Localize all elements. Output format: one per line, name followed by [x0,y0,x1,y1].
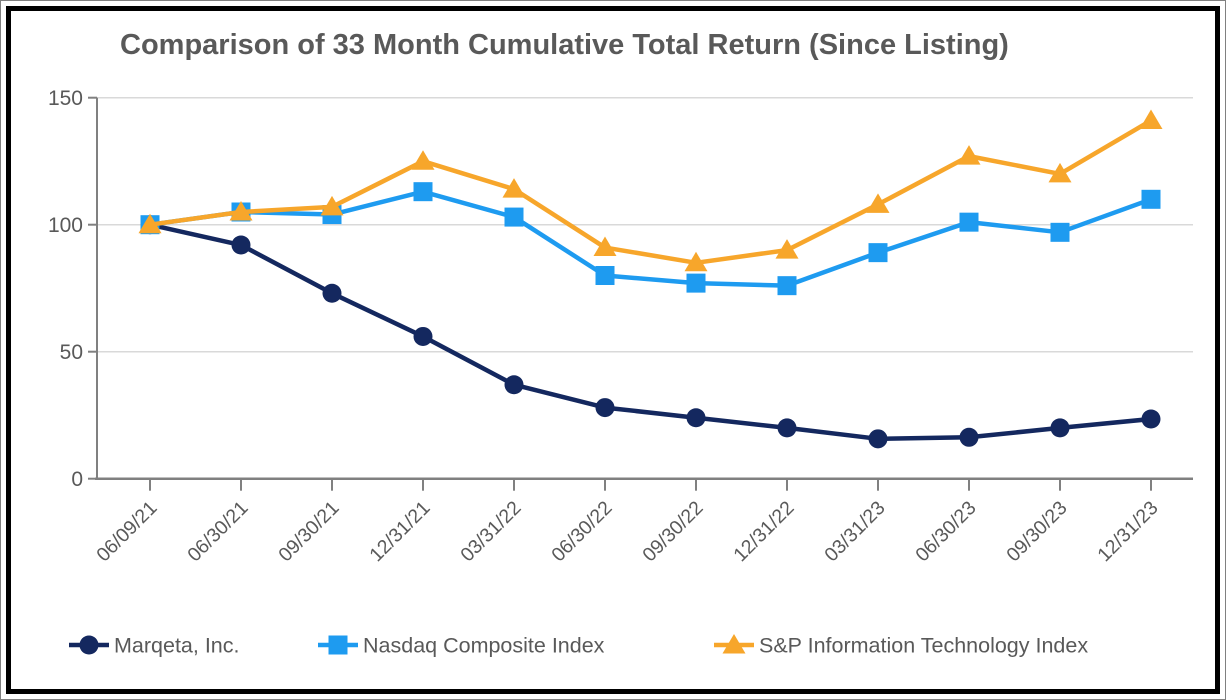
series-marqeta-inc [140,215,1161,449]
s-p-information-technology-index-point-5 [593,236,617,257]
x-tick-label: 09/30/23 [1002,497,1071,566]
s-p-information-technology-index-point-0 [138,213,162,234]
marqeta-inc-point-8 [868,429,888,449]
marqeta-inc-point-6 [686,408,706,428]
x-tick-label: 06/30/22 [547,497,616,566]
nasdaq-composite-index-point-4 [504,207,524,227]
marqeta-inc-point-9 [959,427,979,447]
s-p-information-technology-index-point-7 [775,239,799,259]
x-tick-label: 12/31/22 [729,497,798,566]
nasdaq-composite-index-point-9 [959,212,979,232]
s-p-information-technology-index-point-11 [1139,109,1163,130]
x-tick-label: 06/30/23 [911,497,980,566]
marqeta-inc-point-4 [504,375,524,395]
legend-item-s-p-information-technology-index: S&P Information Technology Index [714,634,1088,658]
triangle-marker-icon [722,634,746,654]
x-tick-label: 03/31/22 [456,497,525,566]
marqeta-inc-point-11 [1141,409,1161,429]
nasdaq-composite-index-point-7 [777,276,797,296]
nasdaq-composite-index-point-3 [413,182,433,202]
nasdaq-composite-index-point-6 [686,273,706,293]
chart-title: Comparison of 33 Month Cumulative Total … [120,29,1009,61]
series-line-nasdaq-composite-index [147,189,1154,288]
series-nasdaq-composite-index [140,182,1161,296]
x-tick-label: 09/30/21 [274,497,343,566]
marqeta-inc-point-7 [777,418,797,438]
s-p-information-technology-index-point-1 [229,201,253,221]
marqeta-inc-point-2 [322,283,342,303]
x-tick-label: 12/31/21 [365,497,434,566]
circle-marker-icon [79,635,99,655]
y-tick-label: 150 [48,87,83,110]
series-s-p-information-technology-index [138,109,1163,272]
legend-item-marqeta-inc: Marqeta, Inc. [69,634,239,658]
x-tick-label: 12/31/23 [1093,497,1162,566]
s-p-information-technology-index-point-10 [1048,162,1072,183]
marqeta-inc-point-5 [595,398,615,418]
s-p-information-technology-index-point-8 [866,193,890,213]
legend-label: Nasdaq Composite Index [363,634,605,658]
legend-item-nasdaq-composite-index: Nasdaq Composite Index [318,634,605,658]
legend-label: Marqeta, Inc. [114,634,239,658]
s-p-information-technology-index-point-6 [684,251,708,272]
nasdaq-composite-index-point-5 [595,266,615,285]
legend: Marqeta, Inc. Nasdaq Composite Index S&P I… [69,634,1088,658]
series-line-s-p-information-technology-index [147,118,1154,266]
s-p-information-technology-index-point-2 [320,195,344,216]
s-p-information-technology-index-point-3 [411,150,435,170]
y-tick-label: 50 [60,341,83,364]
marqeta-inc-point-10 [1050,418,1070,438]
series-line-marqeta-inc [147,222,1154,442]
x-tick-label: 03/31/23 [820,497,889,566]
legend-label: S&P Information Technology Index [759,634,1088,658]
y-tick-label: 0 [71,468,83,491]
x-tick-label: 06/30/21 [183,497,252,566]
s-p-information-technology-index-point-9 [957,145,981,165]
nasdaq-composite-index-point-8 [868,243,888,263]
s-p-information-technology-index-point-4 [502,178,526,198]
nasdaq-composite-index-point-11 [1141,189,1161,209]
x-tick-label: 06/09/21 [92,497,161,566]
marqeta-inc-point-1 [231,235,251,255]
nasdaq-composite-index-point-10 [1050,222,1070,242]
marqeta-inc-point-3 [413,326,433,346]
y-tick-label: 100 [48,214,83,237]
square-marker-icon [328,635,348,655]
x-tick-label: 09/30/22 [638,497,707,566]
